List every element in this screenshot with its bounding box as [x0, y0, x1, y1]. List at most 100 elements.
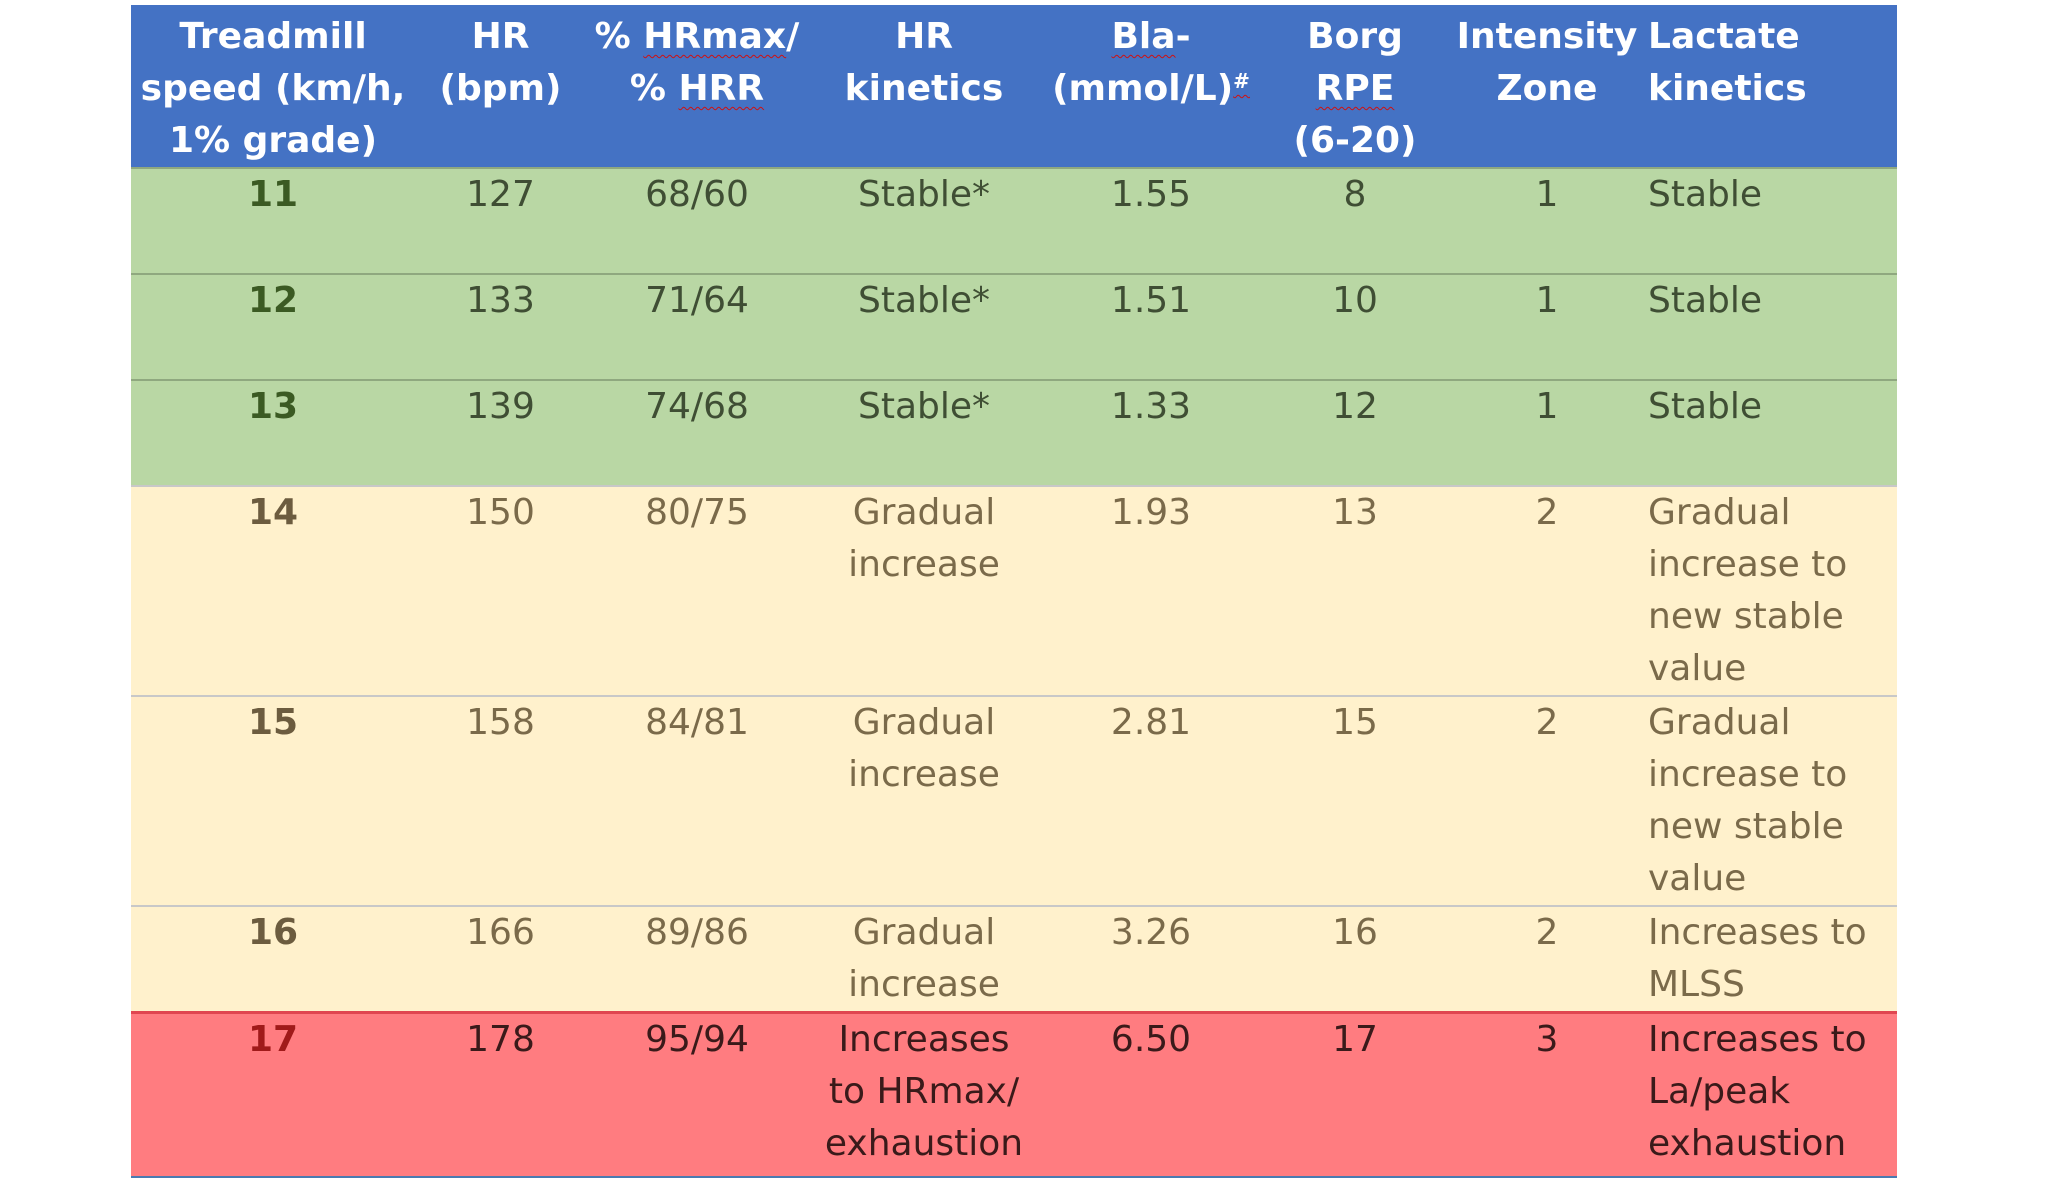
- cell-lactate-kinetics-line: new stable: [1648, 806, 1844, 847]
- cell-speed: 14: [131, 485, 415, 696]
- cell-blood-lactate: 1.51: [1040, 273, 1262, 380]
- cell-lactate-kinetics-line: Increases to: [1648, 1019, 1867, 1060]
- cell-hr-kinetics-line: Stable*: [857, 386, 991, 427]
- cell-lactate-kinetics-line: Stable: [1648, 386, 1763, 427]
- header-blood-lactate: Bla- (mmol/L)#: [1040, 5, 1262, 168]
- cell-hr-kinetics-line: increase: [848, 754, 1000, 795]
- cell-borg-rpe: 17: [1262, 1011, 1448, 1178]
- header-lactate-kinetics: Lactate kinetics: [1646, 5, 1897, 168]
- cell-lactate-kinetics: Increases to MLSS: [1646, 905, 1897, 1013]
- cell-lactate-kinetics-line: La/peak: [1648, 1071, 1791, 1112]
- cell-blood-lactate: 6.50: [1040, 1011, 1262, 1178]
- cell-intensity-zone: 1: [1448, 167, 1646, 274]
- cell-borg-rpe: 16: [1262, 905, 1448, 1013]
- cell-hr-kinetics-line: increase: [848, 544, 1000, 585]
- cell-lactate-kinetics-line: exhaustion: [1648, 1123, 1847, 1164]
- cell-hr-kinetics: Stable*: [808, 167, 1040, 274]
- cell-pct-hrmax-hrr: 71/64: [586, 273, 808, 380]
- cell-speed: 16: [131, 905, 415, 1013]
- cell-lactate-kinetics-line: Stable: [1648, 280, 1763, 321]
- cell-hr-kinetics-line: Stable*: [857, 174, 991, 215]
- table-row: 14 150 80/75 Gradual increase 1.93 13 2 Gradual i…: [131, 485, 1897, 696]
- cell-lactate-kinetics: Gradual increase to new stable value: [1646, 485, 1897, 696]
- cell-lactate-kinetics-line: Gradual: [1648, 492, 1791, 533]
- cell-intensity-zone: 2: [1448, 695, 1646, 906]
- cell-blood-lactate: 3.26: [1040, 905, 1262, 1013]
- cell-speed: 15: [131, 695, 415, 906]
- cell-lactate-kinetics-line: new stable: [1648, 596, 1844, 637]
- cell-hr: 133: [415, 273, 586, 380]
- cell-borg-rpe: 13: [1262, 485, 1448, 696]
- cell-blood-lactate: 1.55: [1040, 167, 1262, 274]
- cell-borg-rpe: 8: [1262, 167, 1448, 274]
- cell-pct-hrmax-hrr: 84/81: [586, 695, 808, 906]
- intensity-zone-table: Treadmill speed (km/h, 1% grade) HR (bpm) %…: [131, 5, 1897, 1178]
- cell-hr-kinetics-line: Stable*: [857, 280, 991, 321]
- cell-intensity-zone: 3: [1448, 1011, 1646, 1178]
- cell-hr-kinetics-line: to HRmax/: [828, 1071, 1020, 1112]
- cell-hr-kinetics: Stable*: [808, 273, 1040, 380]
- table-row: 16 166 89/86 Gradual increase 3.26 16 2 Increase…: [131, 905, 1897, 1013]
- cell-hr-kinetics-line: exhaustion: [824, 1123, 1024, 1164]
- cell-lactate-kinetics: Gradual increase to new stable value: [1646, 695, 1897, 906]
- cell-intensity-zone: 2: [1448, 485, 1646, 696]
- cell-hr: 178: [415, 1011, 586, 1178]
- header-treadmill-speed: Treadmill speed (km/h, 1% grade): [131, 5, 415, 168]
- cell-pct-hrmax-hrr: 80/75: [586, 485, 808, 696]
- cell-hr-kinetics: Gradual increase: [808, 485, 1040, 696]
- cell-lactate-kinetics-line: Stable: [1648, 174, 1763, 215]
- cell-borg-rpe: 10: [1262, 273, 1448, 380]
- cell-hr-kinetics-line: Gradual: [852, 492, 996, 533]
- header-borg-rpe: Borg RPE (6-20): [1262, 5, 1448, 168]
- cell-hr-kinetics-line: Increases: [838, 1019, 1010, 1060]
- cell-hr: 158: [415, 695, 586, 906]
- header-hr-kinetics: HR kinetics: [808, 5, 1040, 168]
- cell-speed: 17: [131, 1011, 415, 1178]
- cell-lactate-kinetics-line: MLSS: [1648, 964, 1745, 1005]
- cell-blood-lactate: 1.33: [1040, 379, 1262, 486]
- cell-lactate-kinetics-line: value: [1648, 648, 1747, 689]
- cell-lactate-kinetics-line: Gradual: [1648, 702, 1791, 743]
- table-row: 11 127 68/60 Stable* 1.55 8 1 Stable: [131, 167, 1897, 274]
- cell-borg-rpe: 12: [1262, 379, 1448, 486]
- cell-pct-hrmax-hrr: 74/68: [586, 379, 808, 486]
- cell-lactate-kinetics: Stable: [1646, 167, 1897, 274]
- cell-hr-kinetics-line: increase: [848, 964, 1000, 1005]
- cell-lactate-kinetics-line: value: [1648, 858, 1747, 899]
- cell-speed: 13: [131, 379, 415, 486]
- table-row: 15 158 84/81 Gradual increase 2.81 15 2 Gradual i…: [131, 695, 1897, 906]
- cell-lactate-kinetics-line: Increases to: [1648, 912, 1867, 953]
- cell-hr-kinetics-line: Gradual: [852, 702, 996, 743]
- header-row: Treadmill speed (km/h, 1% grade) HR (bpm) %…: [131, 5, 1897, 168]
- cell-intensity-zone: 1: [1448, 379, 1646, 486]
- cell-speed: 12: [131, 273, 415, 380]
- cell-lactate-kinetics-line: increase to: [1648, 754, 1848, 795]
- cell-blood-lactate: 2.81: [1040, 695, 1262, 906]
- cell-lactate-kinetics-line: increase to: [1648, 544, 1848, 585]
- table-row: 12 133 71/64 Stable* 1.51 10 1 Stable: [131, 273, 1897, 380]
- cell-hr-kinetics: Increases to HRmax/exhaustion: [808, 1011, 1040, 1178]
- cell-hr-kinetics: Stable*: [808, 379, 1040, 486]
- cell-blood-lactate: 1.93: [1040, 485, 1262, 696]
- cell-pct-hrmax-hrr: 89/86: [586, 905, 808, 1013]
- cell-hr: 139: [415, 379, 586, 486]
- cell-hr-kinetics: Gradual increase: [808, 695, 1040, 906]
- table-body: 11 127 68/60 Stable* 1.55 8 1 Stable 12 133 71/64 S…: [131, 167, 1897, 1178]
- cell-lactate-kinetics: Stable: [1646, 273, 1897, 380]
- header-intensity-zone: Intensity Zone: [1448, 5, 1646, 168]
- cell-intensity-zone: 2: [1448, 905, 1646, 1013]
- cell-borg-rpe: 15: [1262, 695, 1448, 906]
- cell-hr: 150: [415, 485, 586, 696]
- cell-lactate-kinetics: Stable: [1646, 379, 1897, 486]
- table-row: 13 139 74/68 Stable* 1.33 12 1 Stable: [131, 379, 1897, 486]
- cell-intensity-zone: 1: [1448, 273, 1646, 380]
- cell-speed: 11: [131, 167, 415, 274]
- cell-hr-kinetics: Gradual increase: [808, 905, 1040, 1013]
- cell-pct-hrmax-hrr: 68/60: [586, 167, 808, 274]
- cell-hr: 127: [415, 167, 586, 274]
- cell-lactate-kinetics: Increases to La/peak exhaustion: [1646, 1011, 1897, 1178]
- cell-hr-kinetics-line: Gradual: [852, 912, 996, 953]
- header-pct-hrmax-hrr: % HRmax/% HRR: [586, 5, 808, 168]
- cell-hr: 166: [415, 905, 586, 1013]
- header-hr: HR (bpm): [415, 5, 586, 168]
